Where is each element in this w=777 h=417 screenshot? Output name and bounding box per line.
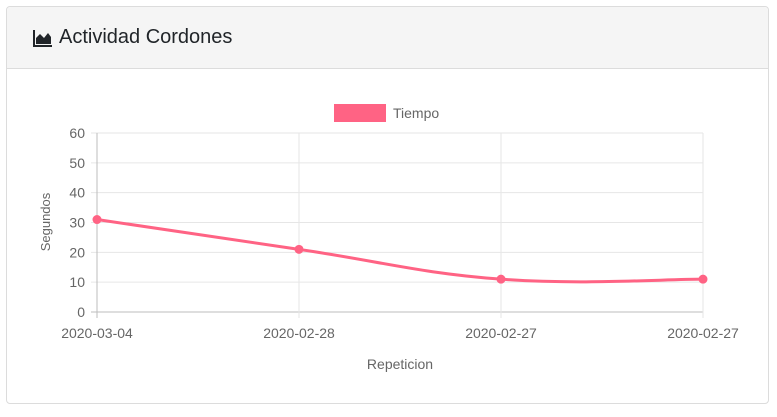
chart-legend: Tiempo <box>334 104 439 122</box>
y-tick-label: 10 <box>69 274 85 290</box>
y-tick-label: 30 <box>69 215 85 231</box>
activity-card: Actividad Cordones <box>6 6 769 404</box>
y-axis-title: Segundos <box>38 192 53 251</box>
data-point[interactable] <box>92 215 102 225</box>
data-point[interactable] <box>698 274 708 284</box>
y-tick-label: 40 <box>69 185 85 201</box>
legend-label[interactable]: Tiempo <box>393 105 439 121</box>
legend-swatch[interactable] <box>334 104 386 122</box>
y-tick-label: 0 <box>77 304 85 320</box>
data-point[interactable] <box>294 244 304 254</box>
series-line <box>96 218 704 284</box>
x-tick-label: 2020-02-27 <box>667 325 739 341</box>
chart-ticks: 0 10 20 30 40 50 60 2020-03-04 2020-02-28 2020-02… <box>61 125 739 341</box>
area-chart-icon <box>33 29 53 47</box>
x-axis-title: Repeticion <box>367 356 433 372</box>
y-tick-label: 50 <box>69 155 85 171</box>
y-tick-label: 20 <box>69 244 85 260</box>
card-header: Actividad Cordones <box>7 7 768 69</box>
chart-grid <box>91 132 704 318</box>
chart-series <box>92 215 708 284</box>
card-title: Actividad Cordones <box>59 26 233 48</box>
x-tick-label: 2020-02-28 <box>263 325 335 341</box>
data-point[interactable] <box>496 274 506 284</box>
x-tick-label: 2020-03-04 <box>61 325 133 341</box>
x-tick-label: 2020-02-27 <box>465 325 537 341</box>
y-tick-label: 60 <box>69 125 85 141</box>
